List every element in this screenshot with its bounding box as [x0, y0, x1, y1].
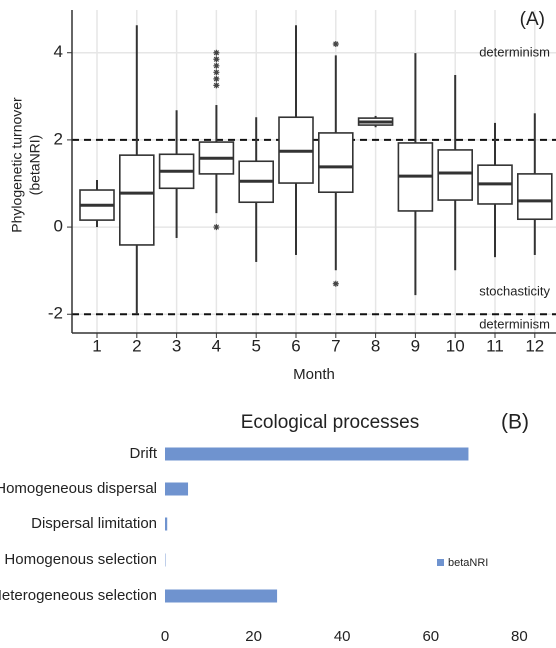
x-tick-label: 40 — [334, 628, 351, 645]
x-tick-label: 11 — [486, 336, 504, 355]
bar — [165, 517, 168, 531]
x-tick-label: 80 — [511, 628, 528, 645]
x-tick-label: 10 — [446, 336, 465, 355]
y-axis-label: Phylogenetic turnover — [9, 97, 25, 233]
y-tick-label: Dispersal limitation — [31, 515, 157, 532]
x-tick-label: 8 — [371, 336, 380, 355]
x-tick-label: 1 — [92, 336, 101, 355]
y-tick-label: 0 — [54, 217, 63, 236]
x-tick-label: 6 — [291, 336, 300, 355]
box — [317, 132, 354, 194]
annotation: stochasticity — [479, 283, 550, 298]
outlier — [332, 280, 339, 287]
y-tick-label: Drift — [130, 445, 158, 462]
outlier — [213, 75, 220, 82]
x-tick-label: 3 — [172, 336, 181, 355]
bar — [165, 482, 189, 496]
y-tick-label: Homogeneous dispersal — [0, 480, 157, 497]
y-tick-label: Homogenous selection — [4, 551, 157, 568]
bar — [165, 589, 278, 603]
outlier — [213, 49, 220, 56]
x-tick-label: 0 — [161, 628, 169, 645]
y-tick-label: -2 — [48, 304, 63, 323]
annotation: determinism — [479, 44, 550, 59]
x-tick-label: 60 — [422, 628, 439, 645]
panel-label: (B) — [501, 411, 529, 434]
box — [516, 173, 553, 221]
chart-title: Ecological processes — [241, 412, 419, 433]
outlier — [332, 41, 339, 47]
x-axis-label: Month — [293, 366, 335, 383]
y-axis-label: (betaNRI) — [27, 135, 43, 196]
x-tick-label: 7 — [331, 336, 340, 355]
box — [437, 149, 474, 201]
outlier — [213, 82, 220, 89]
outlier — [213, 56, 220, 63]
box — [119, 154, 155, 246]
outlier — [213, 62, 220, 69]
legend-swatch — [437, 559, 444, 566]
y-tick-label: 4 — [54, 42, 63, 61]
x-tick-label: 12 — [525, 336, 544, 355]
outlier — [213, 224, 220, 231]
x-tick-label: 4 — [212, 336, 221, 355]
x-tick-label: 5 — [251, 336, 260, 355]
y-tick-label: Heterogeneous selection — [0, 587, 157, 604]
annotation: (A) — [520, 9, 545, 30]
x-tick-label: 2 — [132, 336, 141, 355]
outlier — [213, 69, 220, 76]
legend-label: betaNRI — [448, 557, 488, 569]
bar — [165, 447, 469, 461]
annotation: determinism — [479, 316, 550, 331]
x-tick-label: 9 — [411, 336, 420, 355]
y-tick-label: 2 — [54, 129, 63, 148]
x-tick-label: 20 — [245, 628, 262, 645]
